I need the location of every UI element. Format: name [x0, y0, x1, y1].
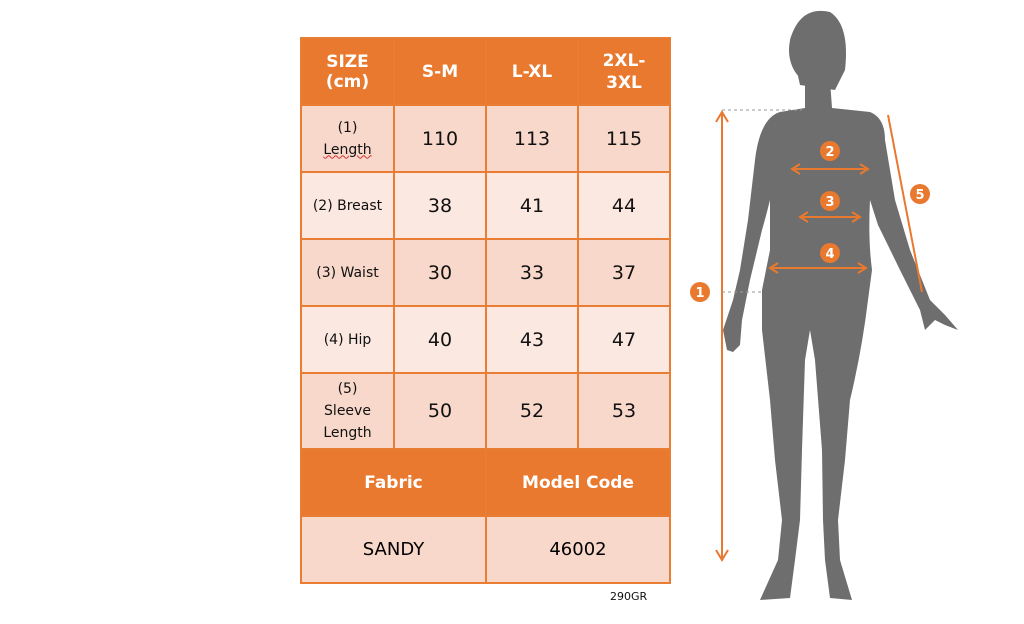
table-row-breast: (2) Breast 38 41 44 — [300, 171, 671, 240]
cell: 33 — [485, 238, 579, 307]
model-code-header: Model Code — [485, 448, 671, 517]
header-size: SIZE (cm) — [300, 37, 395, 106]
marker-3 — [820, 191, 840, 211]
cell: 30 — [393, 238, 487, 307]
header-s-m: S-M — [393, 37, 487, 106]
table-row-hip: (4) Hip 40 43 47 — [300, 305, 671, 374]
cell: 52 — [485, 372, 579, 450]
measure-lines — [715, 110, 923, 562]
cell: 113 — [485, 104, 579, 173]
fabric-header: Fabric — [300, 448, 487, 517]
header-2xl-3xl-label: 2XL-3XL — [602, 50, 646, 93]
header-row: SIZE (cm) S-M L-XL 2XL-3XL — [300, 37, 671, 106]
label-line: Length — [323, 141, 372, 158]
header-2xl-3xl: 2XL-3XL — [577, 37, 671, 106]
row-label: (1) Length — [300, 104, 395, 173]
row-label: (4) Hip — [300, 305, 395, 374]
row-label: (5) Sleeve Length — [300, 372, 395, 450]
silhouette — [723, 10, 958, 600]
marker-label: 4 — [825, 247, 834, 262]
marker-labels: 1 2 3 4 5 — [695, 145, 924, 301]
fabric-value: SANDY — [300, 515, 487, 584]
cell: 40 — [393, 305, 487, 374]
guide-lines — [722, 109, 802, 293]
table-row-waist: (3) Waist 30 33 37 — [300, 238, 671, 307]
cell: 41 — [485, 171, 579, 240]
marker-label: 2 — [825, 145, 834, 160]
marker-label: 5 — [915, 188, 924, 203]
header-line: SIZE — [326, 51, 369, 72]
fabric-weight: 290GR — [610, 590, 648, 603]
model-code-value: 46002 — [485, 515, 671, 584]
row-label: (2) Breast — [300, 171, 395, 240]
header-l-xl: L-XL — [485, 37, 579, 106]
footer-value-row: SANDY 46002 — [300, 515, 671, 584]
cell: 43 — [485, 305, 579, 374]
cell: 53 — [577, 372, 671, 450]
table-row-length: (1) Length 110 113 115 — [300, 104, 671, 173]
cell: 47 — [577, 305, 671, 374]
header-line: (cm) — [325, 71, 370, 92]
marker-1 — [690, 282, 710, 302]
marker-4 — [820, 243, 840, 263]
cell: 38 — [393, 171, 487, 240]
cell: 37 — [577, 238, 671, 307]
cell: 50 — [393, 372, 487, 450]
marker-label: 3 — [825, 195, 834, 210]
marker-5 — [910, 184, 930, 204]
label-line: (5) — [337, 381, 358, 397]
measure-markers — [690, 141, 930, 302]
table-row-sleeve: (5) Sleeve Length 50 52 53 — [300, 372, 671, 450]
cell: 115 — [577, 104, 671, 173]
marker-label: 1 — [695, 286, 704, 301]
footer-header-row: Fabric Model Code — [300, 448, 671, 517]
label-line: Length — [323, 425, 372, 441]
marker-2 — [820, 141, 840, 161]
size-chart-table: SIZE (cm) S-M L-XL 2XL-3XL (1) Length 110 … — [300, 37, 671, 584]
row-label: (3) Waist — [300, 238, 395, 307]
cell: 44 — [577, 171, 671, 240]
label-line: (1) — [337, 119, 358, 136]
label-line: Sleeve — [324, 403, 371, 419]
cell: 110 — [393, 104, 487, 173]
